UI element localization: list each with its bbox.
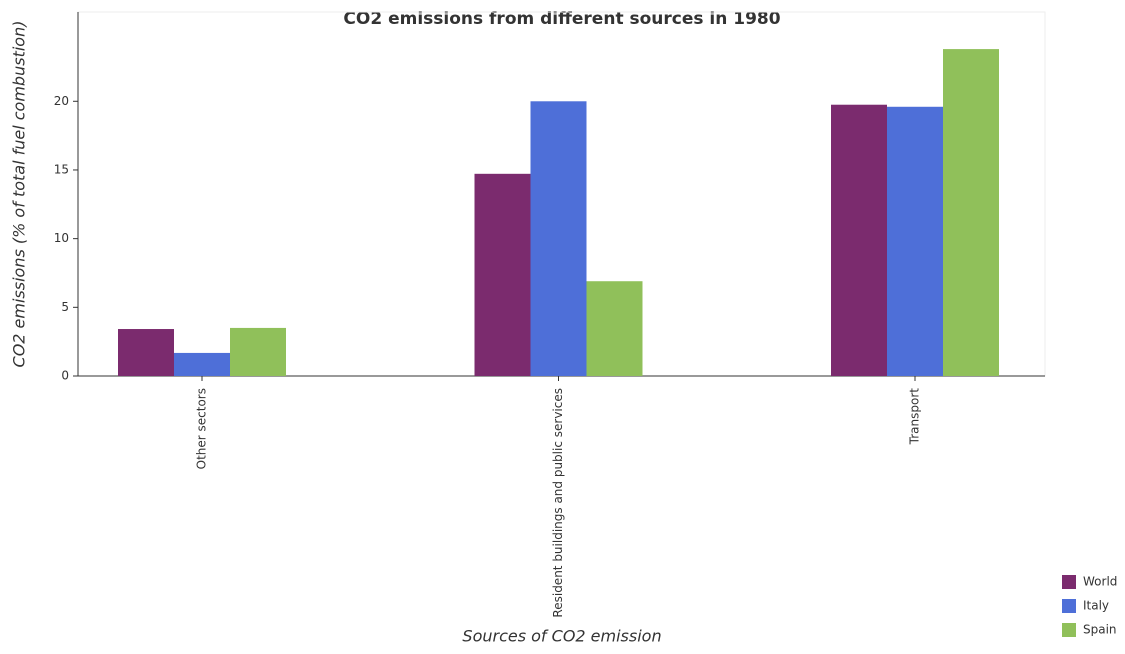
y-axis-title: CO2 emissions (% of total fuel combustio… bbox=[10, 21, 29, 368]
bar bbox=[174, 352, 230, 376]
bar bbox=[831, 104, 887, 376]
chart-title: CO2 emissions from different sources in … bbox=[343, 9, 780, 29]
y-tick-label: 5 bbox=[61, 300, 69, 314]
bar bbox=[474, 173, 531, 376]
bar bbox=[586, 281, 643, 376]
bar bbox=[887, 106, 943, 377]
bar bbox=[230, 327, 286, 376]
legend-swatch bbox=[1062, 623, 1076, 637]
x-tick-label: Other sectors bbox=[195, 388, 209, 469]
x-axis-title: Sources of CO2 emission bbox=[462, 627, 661, 646]
legend-label: Italy bbox=[1083, 599, 1109, 613]
y-tick-label: 15 bbox=[54, 162, 69, 176]
y-tick-label: 10 bbox=[54, 231, 69, 245]
y-tick-label: 20 bbox=[54, 94, 69, 108]
bar bbox=[530, 101, 587, 376]
bar bbox=[118, 329, 174, 376]
bar bbox=[943, 49, 999, 376]
x-tick-label: Resident buildings and public services bbox=[551, 388, 565, 618]
legend-swatch bbox=[1062, 575, 1076, 589]
legend-label: Spain bbox=[1083, 623, 1117, 637]
y-tick-label: 0 bbox=[61, 369, 69, 383]
x-tick-label: Transport bbox=[908, 388, 922, 446]
legend-label: World bbox=[1083, 575, 1117, 589]
legend-swatch bbox=[1062, 599, 1076, 613]
